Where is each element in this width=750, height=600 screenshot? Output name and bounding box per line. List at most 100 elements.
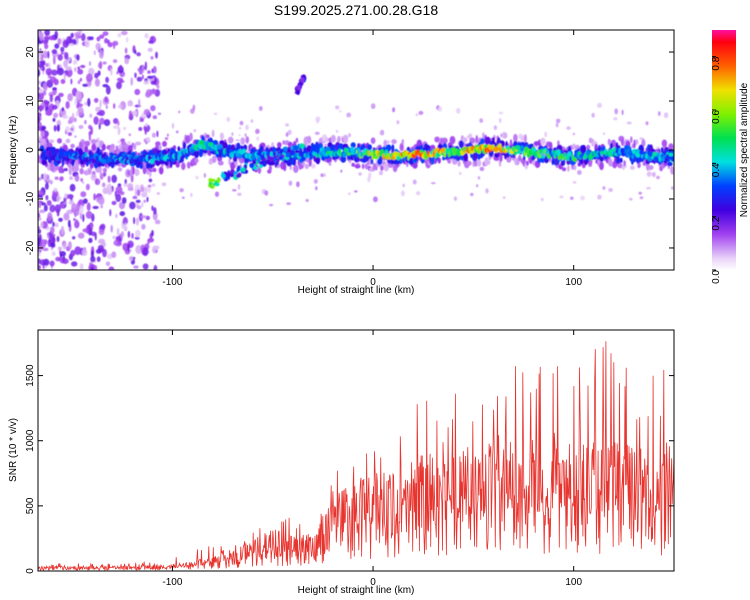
spectrogram-cell bbox=[121, 197, 127, 204]
spectrogram-cell bbox=[513, 150, 518, 156]
spectrogram-cell bbox=[117, 126, 121, 136]
spectrogram-cell bbox=[103, 119, 111, 127]
spectrogram-cell bbox=[45, 68, 53, 76]
spectrogram-cell bbox=[288, 180, 293, 186]
spectrogram-cell bbox=[623, 160, 626, 167]
spectrogram-cell bbox=[190, 192, 193, 198]
spectrogram-cell bbox=[437, 106, 443, 112]
spectrogram-cell bbox=[186, 161, 191, 169]
spectrogram-cell bbox=[354, 164, 361, 169]
spectrogram-cell bbox=[161, 182, 167, 187]
spectrogram-cell bbox=[106, 183, 112, 191]
spectrogram-cell bbox=[295, 137, 299, 143]
spectrogram-cell bbox=[238, 134, 241, 137]
spectrogram-cell bbox=[151, 205, 154, 211]
spectrogram-cell bbox=[95, 106, 102, 112]
spectrogram-cell bbox=[100, 223, 106, 230]
chart-title: S199.2025.271.00.28.G18 bbox=[274, 2, 438, 18]
spectrogram-cell bbox=[83, 198, 88, 204]
spectrogram-cell bbox=[62, 243, 67, 250]
spectrogram-cell bbox=[38, 121, 42, 130]
spectrogram-cell bbox=[105, 85, 111, 95]
snr-x-tick-label: 0 bbox=[370, 577, 376, 588]
spectrogram-cell bbox=[661, 139, 668, 148]
spectrogram-cell bbox=[152, 115, 157, 120]
spectrogram-cell bbox=[77, 103, 83, 107]
spectrogram-cell bbox=[350, 142, 356, 148]
spectrogram-cell bbox=[292, 144, 299, 151]
spectrogram-cell bbox=[47, 212, 53, 221]
spectrogram-cell bbox=[286, 152, 291, 157]
spectrogram-cell bbox=[147, 70, 151, 74]
spectrogram-cell bbox=[65, 66, 72, 71]
spectrogram-cell bbox=[64, 193, 67, 199]
spectrogram-cell bbox=[111, 200, 117, 206]
spectrogram-cell bbox=[150, 105, 156, 112]
spectrogram-cell bbox=[353, 156, 360, 162]
spectrogram-cell bbox=[38, 62, 41, 65]
spectrogram-cell bbox=[287, 129, 292, 135]
spectrogram-cell bbox=[231, 132, 234, 136]
spectrogram-cell bbox=[134, 188, 137, 197]
spectrogram-cell bbox=[46, 174, 50, 177]
spectrogram-cell bbox=[412, 179, 417, 185]
spectrogram-cell bbox=[88, 132, 92, 142]
spectrogram-cell bbox=[278, 153, 281, 157]
spectrogram-cell bbox=[199, 140, 205, 145]
spectrogram-cell bbox=[214, 191, 220, 197]
spectrogram-cell bbox=[119, 64, 123, 71]
spectrogram-cell bbox=[577, 170, 582, 175]
spectrogram-cell bbox=[86, 73, 93, 83]
spectrogram-cell bbox=[166, 133, 169, 137]
spectrogram-cell bbox=[38, 201, 42, 208]
spectrogram-cell bbox=[484, 136, 491, 146]
spectrogram-cell bbox=[179, 188, 184, 193]
spectrogram-cell bbox=[581, 144, 587, 154]
spectrogram-cell bbox=[175, 130, 179, 134]
spectrogram-cell bbox=[38, 138, 42, 142]
spectrogram-cell bbox=[392, 107, 396, 113]
spectrogram-cell bbox=[59, 176, 64, 182]
spectrogram-cell bbox=[77, 106, 84, 116]
spectrogram-cell bbox=[116, 81, 122, 90]
spectrogram-cell bbox=[123, 126, 127, 130]
spectrogram-cell bbox=[109, 209, 112, 217]
spectrogram-cell bbox=[85, 183, 90, 191]
spectrogram-cell bbox=[285, 132, 289, 137]
spectrogram-y-tick-label: -10 bbox=[25, 191, 36, 206]
spectrogram-cell bbox=[148, 40, 153, 44]
spectrogram-cell bbox=[42, 247, 49, 252]
spectrogram-cell bbox=[282, 146, 288, 152]
spectrogram-cell bbox=[63, 201, 67, 205]
spectrogram-cell bbox=[637, 162, 641, 169]
spectrogram-cell bbox=[249, 162, 255, 169]
spectrogram-cell bbox=[86, 202, 91, 211]
spectrogram-cell bbox=[272, 151, 277, 156]
spectrogram-cell bbox=[193, 129, 197, 133]
spectrogram-cell bbox=[49, 204, 56, 213]
spectrogram-cell bbox=[141, 223, 146, 230]
spectrogram-cell bbox=[115, 194, 122, 202]
colorbar-tick-label: 0.0 bbox=[711, 270, 722, 284]
spectrogram-cell bbox=[316, 119, 319, 124]
spectrogram-cell bbox=[88, 237, 93, 243]
spectrogram-cell bbox=[348, 133, 351, 138]
spectrogram-cell bbox=[90, 250, 94, 258]
spectrogram-cell bbox=[379, 130, 383, 135]
spectrogram-cell bbox=[40, 221, 44, 229]
spectrogram-cell bbox=[533, 141, 540, 147]
spectrogram-cell bbox=[130, 77, 133, 86]
spectrogram-cell bbox=[120, 231, 125, 238]
spectrogram-cell bbox=[476, 148, 482, 155]
spectrogram-cell bbox=[115, 186, 123, 194]
spectrogram-cell bbox=[80, 191, 87, 198]
spectrogram-cell bbox=[119, 211, 126, 217]
spectrogram-cell bbox=[335, 105, 340, 110]
spectrogram-cell bbox=[671, 186, 674, 190]
spectrogram-cell bbox=[43, 83, 47, 90]
spectrogram-cell bbox=[613, 117, 618, 121]
spectrogram-cell bbox=[56, 124, 60, 132]
spectrogram-cell bbox=[237, 165, 241, 171]
spectrogram-cell bbox=[431, 182, 436, 185]
